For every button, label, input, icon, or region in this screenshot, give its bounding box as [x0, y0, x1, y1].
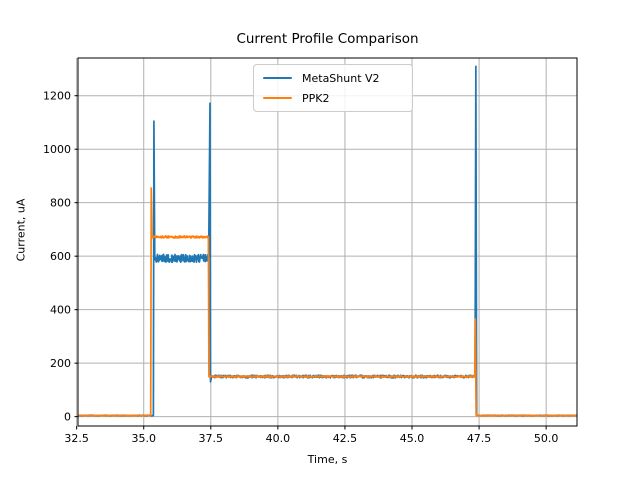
- y-tick-label: 800: [50, 197, 71, 210]
- x-tick-label: 37.5: [199, 432, 224, 445]
- legend-line-swatch-metashunt: [263, 76, 292, 80]
- legend-label-metashunt: MetaShunt V2: [302, 71, 380, 85]
- series-line-ppk2: [77, 187, 578, 417]
- legend: MetaShunt V2 PPK2: [253, 64, 413, 112]
- y-tick-label: 1200: [43, 90, 71, 103]
- chart-title: Current Profile Comparison: [236, 31, 419, 47]
- legend-entry-ppk2: PPK2: [263, 88, 403, 108]
- x-tick-label: 47.5: [467, 432, 492, 445]
- legend-entry-metashunt: MetaShunt V2: [263, 68, 403, 88]
- x-tick-label: 50.0: [534, 432, 559, 445]
- y-tick-label: 1000: [43, 143, 71, 156]
- y-tick-label: 0: [64, 411, 71, 424]
- x-tick-label: 40.0: [266, 432, 291, 445]
- x-tick-label: 42.5: [333, 432, 358, 445]
- x-tick-label: 32.5: [64, 432, 89, 445]
- y-axis-label: Current, uA: [14, 198, 28, 262]
- x-axis-label: Time, s: [307, 453, 348, 466]
- x-tick-label: 45.0: [400, 432, 425, 445]
- y-tick-label: 600: [50, 250, 71, 263]
- x-tick-label: 35.0: [131, 432, 156, 445]
- legend-label-ppk2: PPK2: [302, 91, 330, 105]
- y-tick-label: 200: [50, 357, 71, 370]
- y-tick-label: 400: [50, 304, 71, 317]
- legend-line-swatch-ppk2: [263, 96, 292, 100]
- axes-spines: [77, 57, 578, 427]
